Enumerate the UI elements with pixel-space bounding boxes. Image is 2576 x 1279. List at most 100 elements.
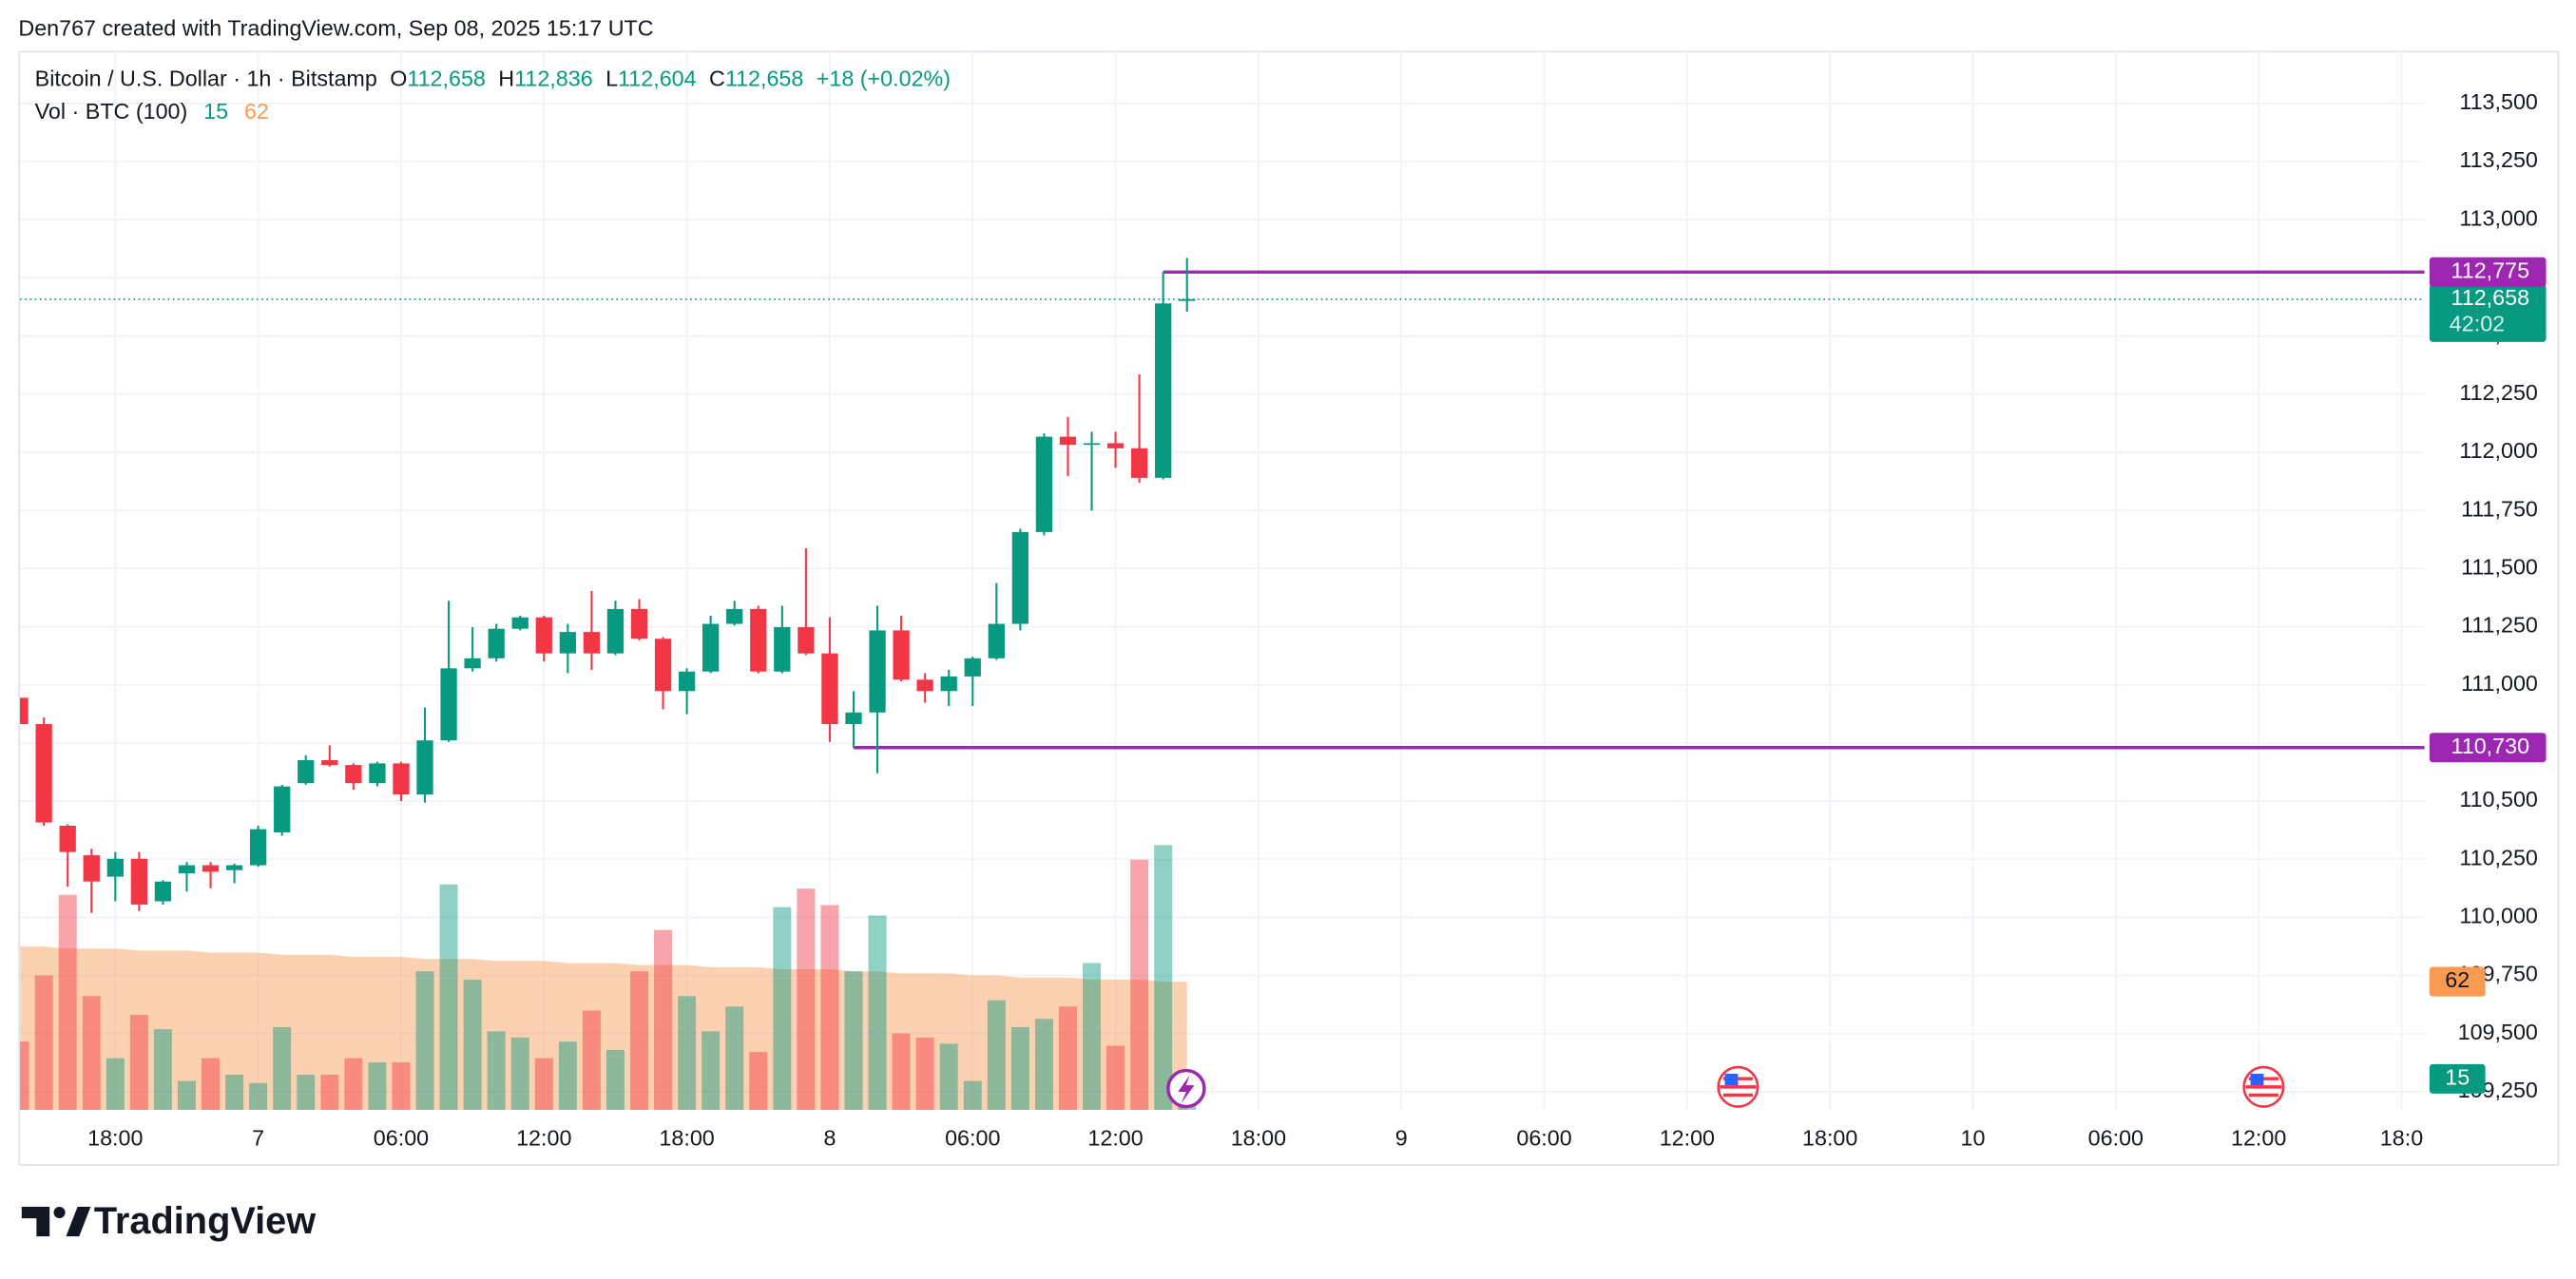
x-tick-label: 12:00 <box>516 1125 571 1150</box>
candle-body <box>274 786 291 833</box>
volume-bar <box>678 996 697 1111</box>
ohlc-label: O <box>390 67 407 91</box>
volume-bar <box>1130 859 1149 1111</box>
volume-bar <box>463 979 482 1111</box>
volume-bar <box>844 971 863 1111</box>
candle-body <box>726 608 743 624</box>
economic-event-icon <box>2242 1065 2285 1108</box>
candle-body <box>821 653 838 725</box>
volume-bar <box>963 1080 982 1111</box>
price-line-box <box>2429 257 2547 287</box>
candle-body <box>511 617 529 629</box>
candle-body <box>964 658 981 677</box>
ohlc-value: 112,658 <box>407 67 486 91</box>
candle-body <box>774 626 791 672</box>
candle-body <box>678 671 696 692</box>
candle-body <box>940 676 957 692</box>
volume-bar <box>1154 845 1173 1111</box>
volume-legend: Vol · BTC (100) 15 62 <box>35 99 269 124</box>
candle-body <box>464 658 481 669</box>
volume-bar <box>344 1058 363 1111</box>
volume-bar <box>702 1031 721 1111</box>
symbol-title: Bitcoin / U.S. Dollar · 1h · Bitstamp <box>35 67 377 91</box>
candle-body <box>1179 298 1196 301</box>
volume-bar <box>225 1075 244 1111</box>
economic-event-icon <box>1717 1065 1759 1108</box>
volume-bar <box>202 1058 221 1111</box>
ohlc-label: C <box>709 67 725 91</box>
y-tick-label: 112,250 <box>2459 380 2538 405</box>
candle-body <box>559 632 576 654</box>
candle-body <box>869 630 886 713</box>
volume-bar <box>487 1031 506 1111</box>
volume-bar <box>1034 1019 1053 1111</box>
tradingview-logo: TradingView <box>21 1200 316 1242</box>
candle-body <box>916 679 933 692</box>
y-tick-label: 110,250 <box>2459 845 2538 869</box>
y-tick-label: 113,250 <box>2459 147 2538 172</box>
volume-bar <box>1106 1045 1125 1111</box>
candle-body <box>440 668 457 741</box>
candle-body <box>416 740 433 795</box>
x-tick-label: 18:0 <box>2380 1125 2423 1150</box>
volume-bar <box>273 1026 292 1111</box>
candle-body <box>798 626 815 654</box>
candle-body <box>845 712 862 725</box>
volume-bar <box>82 996 101 1111</box>
volume-bar <box>1058 1006 1077 1111</box>
y-tick-label: 111,000 <box>2461 671 2538 696</box>
candle-body <box>606 608 625 654</box>
x-tick-label: 12:00 <box>1660 1125 1715 1150</box>
price-line-label: 112,775 <box>2451 258 2530 282</box>
volume-bar <box>177 1080 196 1111</box>
volume-title: Vol · BTC (100) <box>35 99 188 124</box>
volume-bar <box>129 1014 148 1111</box>
x-tick-label: 7 <box>252 1125 264 1150</box>
ohlc-value: 112,836 <box>514 67 593 91</box>
candle-body <box>298 759 315 784</box>
candle-body <box>1130 448 1148 478</box>
candle-body <box>393 763 410 795</box>
volume-legend-ma: 62 <box>244 99 269 124</box>
volume-label: 15 <box>2445 1065 2470 1090</box>
grid <box>20 50 2425 1111</box>
candle-body <box>59 825 76 852</box>
plot-area <box>20 258 2425 1111</box>
volume-bar <box>868 915 887 1111</box>
x-tick-label: 12:00 <box>2231 1125 2286 1150</box>
volume-bar <box>773 907 792 1111</box>
volume-bar <box>915 1037 934 1111</box>
ohlc-label: L <box>606 67 618 91</box>
chart-border <box>18 50 2560 1166</box>
y-tick-label: 113,000 <box>2459 205 2538 230</box>
candle-body <box>1155 303 1172 478</box>
volume-bar <box>749 1052 768 1111</box>
volume-bar <box>153 1029 172 1111</box>
candle-body <box>488 628 505 659</box>
y-tick-label: 110,000 <box>2459 904 2538 928</box>
volume-legend-value: 15 <box>203 99 228 124</box>
ohlc-value: 112,658 <box>725 67 804 91</box>
volume-bar <box>654 929 673 1111</box>
x-tick-label: 06:00 <box>374 1125 429 1150</box>
volume-bar <box>392 1061 411 1111</box>
candle-body <box>1083 443 1101 446</box>
x-tick-label: 18:00 <box>659 1125 714 1150</box>
volume-bar <box>987 1000 1006 1111</box>
candle-body <box>702 623 720 672</box>
volume-bar <box>1083 963 1102 1111</box>
volume-bar <box>415 971 434 1111</box>
candle-body <box>225 865 243 870</box>
volume-ma-box <box>2429 966 2486 997</box>
x-tick-label: 18:00 <box>1802 1125 1857 1150</box>
volume-bar <box>1010 1026 1029 1111</box>
candle-body <box>1035 436 1053 532</box>
candle-body <box>321 759 338 766</box>
countdown-label: 42:02 <box>2450 312 2505 336</box>
candle-body <box>249 829 267 866</box>
x-tick-label: 9 <box>1395 1125 1408 1150</box>
ohlc-value: 112,604 <box>618 67 697 91</box>
last-price-label: 112,658 <box>2451 285 2530 310</box>
